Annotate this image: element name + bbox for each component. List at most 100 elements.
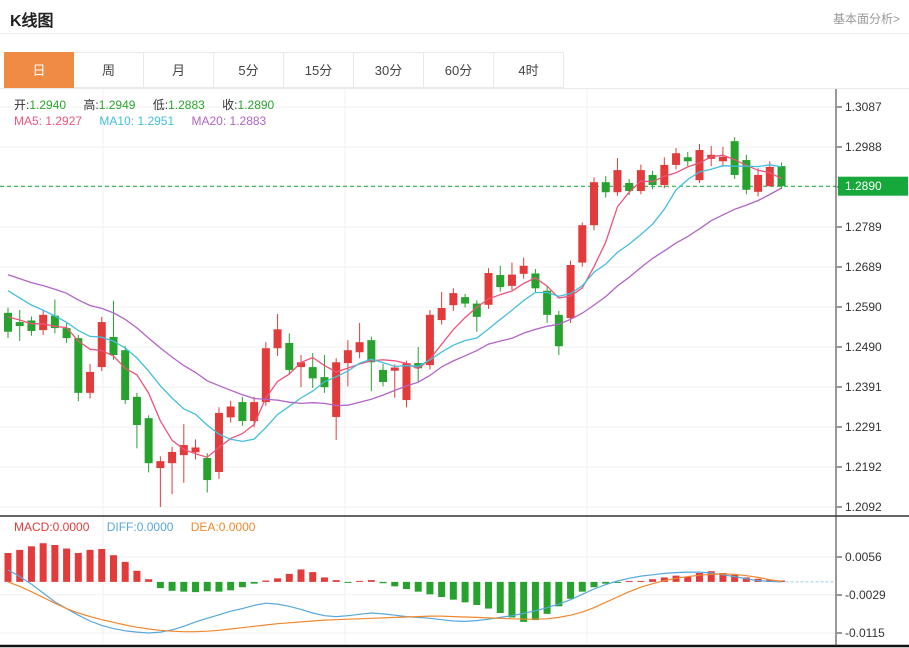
- candle-body: [590, 182, 598, 226]
- ma-legend: MA5: 1.2927 MA10: 1.2951 MA20: 1.2883: [14, 114, 266, 128]
- tab-period-3[interactable]: 月: [144, 52, 214, 88]
- macd-bar: [707, 571, 715, 582]
- candle-body: [121, 350, 130, 401]
- tab-period-6[interactable]: 30分: [354, 52, 424, 88]
- macd-bar: [227, 581, 235, 591]
- macd-bar: [766, 579, 774, 582]
- candle-body: [765, 166, 774, 187]
- current-price-tag-value: 1.2890: [845, 179, 882, 193]
- candle-body: [461, 297, 470, 304]
- candle-body: [578, 225, 587, 263]
- macd-bar: [543, 581, 551, 614]
- candle-body: [695, 150, 704, 181]
- open-label: 开:: [14, 98, 30, 112]
- macd-bar: [320, 577, 328, 582]
- candle-body: [672, 153, 681, 165]
- candle-body: [156, 461, 165, 469]
- ma10-value: 1.2951: [137, 114, 175, 128]
- macd-bar: [496, 581, 504, 613]
- tab-period-2[interactable]: 周: [74, 52, 144, 88]
- diff-value: 0.0000: [136, 520, 174, 534]
- y-axis-label: 1.2789: [845, 220, 882, 234]
- candle-body: [519, 265, 528, 274]
- macd-bar: [402, 581, 410, 589]
- macd-bar: [121, 561, 129, 582]
- close-value: 1.2890: [237, 98, 275, 112]
- macd-bar: [39, 543, 47, 582]
- macd-bar: [367, 580, 375, 582]
- macd-bar: [625, 580, 633, 582]
- macd-bar: [309, 572, 317, 582]
- candle-body: [238, 402, 247, 421]
- y-axis-label: 1.2192: [845, 460, 882, 474]
- candle-body: [343, 350, 352, 364]
- ma5-label: MA5:: [14, 114, 43, 128]
- candle-body: [191, 447, 200, 453]
- macd-bar: [16, 549, 24, 582]
- macd-bar: [285, 573, 293, 582]
- macd-bar: [426, 581, 434, 595]
- macd-bar: [613, 581, 621, 583]
- candle-body: [250, 402, 259, 421]
- macd-bar: [51, 545, 59, 582]
- candle-body: [484, 273, 493, 305]
- dea-value: 0.0000: [218, 520, 256, 534]
- y-axis-label: 1.2391: [845, 380, 882, 394]
- candle-body: [601, 182, 610, 193]
- candle-body: [742, 160, 751, 190]
- candle-body: [730, 141, 739, 175]
- candle-body: [4, 312, 12, 332]
- y-axis-label: 1.3087: [845, 100, 882, 114]
- candle-body: [625, 182, 634, 192]
- tab-period-1[interactable]: 日: [4, 52, 74, 88]
- candle-body: [437, 308, 446, 321]
- macd-bar: [649, 579, 657, 582]
- macd-bar: [742, 577, 750, 582]
- candle-body: [543, 290, 552, 315]
- macd-bar: [4, 553, 12, 582]
- page-title: K线图: [10, 13, 54, 30]
- macd-bar: [531, 581, 539, 621]
- tab-period-4[interactable]: 5分: [214, 52, 284, 88]
- candle-body: [660, 164, 669, 185]
- macd-bar: [602, 581, 610, 584]
- macd-axis-label: -0.0029: [845, 588, 886, 602]
- candle-body: [86, 371, 95, 393]
- tab-period-5[interactable]: 15分: [284, 52, 354, 88]
- fundamental-analysis-link[interactable]: 基本面分析>: [832, 12, 900, 26]
- candle-body: [777, 166, 786, 187]
- open-value: 1.2940: [29, 98, 67, 112]
- macd-bar: [215, 581, 223, 592]
- candle-body: [472, 303, 481, 317]
- candle-body: [390, 367, 399, 371]
- tab-period-8[interactable]: 4时: [494, 52, 564, 88]
- candle-body: [285, 342, 294, 370]
- macd-axis-label: -0.0115: [845, 626, 885, 640]
- candle-body: [109, 336, 118, 356]
- candle-body: [648, 174, 657, 185]
- candle-body: [50, 315, 59, 329]
- macd-bar: [695, 573, 703, 582]
- candle-body: [554, 314, 563, 347]
- candle-body: [425, 314, 434, 366]
- y-axis-label: 1.2490: [845, 340, 882, 354]
- macd-bar: [133, 570, 141, 582]
- candle-body: [754, 174, 763, 192]
- candle-body: [683, 157, 692, 162]
- ohlc-legend: 开:1.2940 高:1.2949 低:1.2883 收:1.2890: [14, 96, 274, 113]
- candle-body: [297, 362, 305, 368]
- candle-body: [273, 329, 282, 349]
- y-axis-label: 1.2988: [845, 140, 882, 154]
- y-axis-label: 1.2590: [845, 300, 882, 314]
- macd-bar: [719, 573, 727, 582]
- macd-bar: [297, 569, 305, 582]
- y-axis-label: 1.2092: [845, 500, 882, 514]
- high-value: 1.2949: [98, 98, 136, 112]
- macd-bar: [27, 546, 35, 582]
- tab-period-7[interactable]: 60分: [424, 52, 494, 88]
- diff-label: DIFF:: [106, 520, 137, 534]
- dea-line: [7, 573, 782, 633]
- macd-bar: [449, 581, 457, 600]
